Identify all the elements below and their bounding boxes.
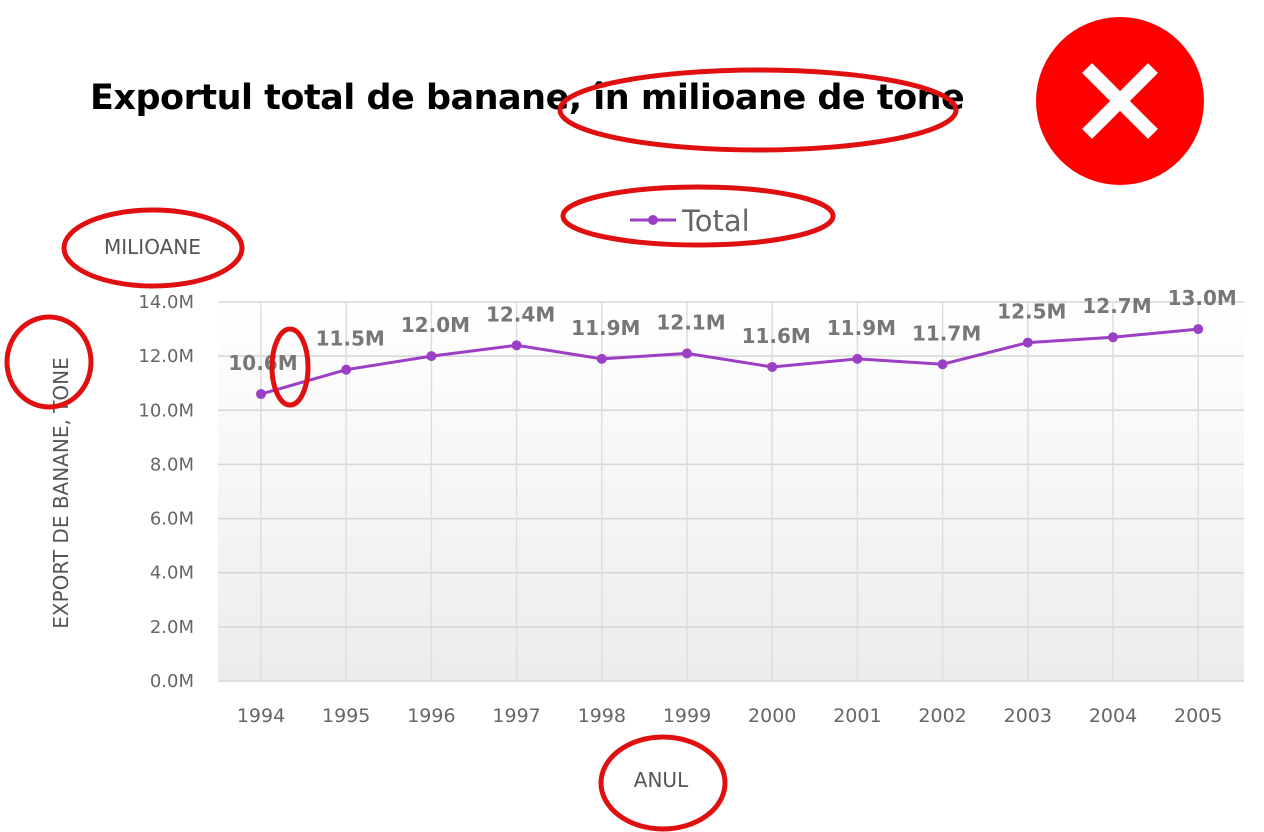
data-label: 11.9M — [571, 316, 640, 340]
plot-area — [218, 300, 1244, 682]
data-label: 11.9M — [827, 316, 896, 340]
x-tick-label: 2002 — [918, 705, 966, 727]
x-axis-label: ANUL — [634, 768, 689, 792]
series-line-total — [260, 327, 1199, 396]
series-total — [256, 324, 1204, 400]
data-point — [426, 351, 437, 362]
y-ticks: 0.0M 2.0M 4.0M 6.0M 8.0M 10.0M 12.0M 14.0M — [138, 292, 194, 692]
x-tick-label: 1996 — [407, 705, 455, 727]
chart-title: Exportul total de banane, în milioane de… — [90, 78, 965, 118]
data-point — [1108, 332, 1118, 343]
data-point — [341, 364, 352, 375]
unit-label: MILIOANE — [104, 235, 201, 259]
y-tick-label: 2.0M — [150, 617, 194, 638]
grid — [218, 301, 1244, 682]
x-tick-label: 1998 — [578, 705, 626, 727]
x-tick-label: 1994 — [237, 705, 285, 727]
y-tick-label: 0.0M — [150, 671, 194, 692]
data-point — [1022, 337, 1033, 348]
data-label: 13.0M — [1168, 286, 1237, 310]
annotation-legend-circle — [560, 184, 836, 248]
data-point — [511, 340, 522, 351]
y-tick-label: 12.0M — [138, 346, 194, 367]
x-tick-label: 2005 — [1174, 705, 1222, 727]
data-point — [256, 389, 266, 400]
annotation-title-circle — [557, 67, 959, 153]
close-icon — [1082, 63, 1158, 139]
data-label: 11.7M — [912, 321, 981, 345]
y-tick-label: 14.0M — [138, 292, 194, 313]
x-tick-label: 2001 — [833, 705, 881, 727]
data-point — [767, 361, 778, 372]
data-label: 12.5M — [997, 300, 1066, 324]
x-tick-label: 1997 — [492, 705, 540, 727]
data-label: 12.0M — [401, 313, 470, 337]
data-label: 10.6M — [228, 351, 297, 375]
data-label: 12.4M — [486, 302, 555, 326]
data-label: 12.1M — [656, 310, 725, 334]
y-tick-label: 10.0M — [138, 400, 194, 421]
y-tick-label: 4.0M — [150, 563, 194, 584]
x-tick-label: 2004 — [1089, 705, 1137, 727]
x-tick-label: 1995 — [322, 705, 370, 727]
x-ticks: 1994 1995 1996 1997 1998 1999 2000 2001 2002 2003… — [237, 705, 1223, 727]
y-axis-label: EXPORT DE BANANE, TONE — [49, 357, 73, 628]
close-button[interactable] — [1036, 17, 1204, 185]
annotation-circles — [4, 67, 959, 832]
legend: Total — [630, 204, 750, 238]
legend-marker — [648, 215, 658, 225]
data-point — [937, 359, 948, 370]
data-point — [596, 353, 607, 364]
x-tick-label: 2000 — [748, 705, 796, 727]
data-label: 11.5M — [316, 327, 385, 351]
x-tick-label: 1999 — [663, 705, 711, 727]
annotation-xlabel-circle — [598, 734, 728, 832]
data-point — [852, 353, 863, 364]
data-label: 11.6M — [742, 324, 811, 348]
data-labels: 10.6M 11.5M 12.0M 12.4M 11.9M 12.1M 11.6M 11.9M… — [228, 286, 1236, 375]
annotation-unit-circle — [61, 207, 245, 289]
x-tick-label: 2003 — [1004, 705, 1052, 727]
y-tick-label: 8.0M — [150, 454, 194, 475]
data-point — [1193, 324, 1204, 335]
y-tick-label: 6.0M — [150, 509, 194, 530]
legend-label: Total — [681, 204, 750, 238]
data-label: 12.7M — [1082, 294, 1151, 318]
data-point — [682, 348, 692, 359]
annotation-ylabel-circle — [4, 314, 94, 410]
annotation-point-circle — [269, 326, 311, 408]
